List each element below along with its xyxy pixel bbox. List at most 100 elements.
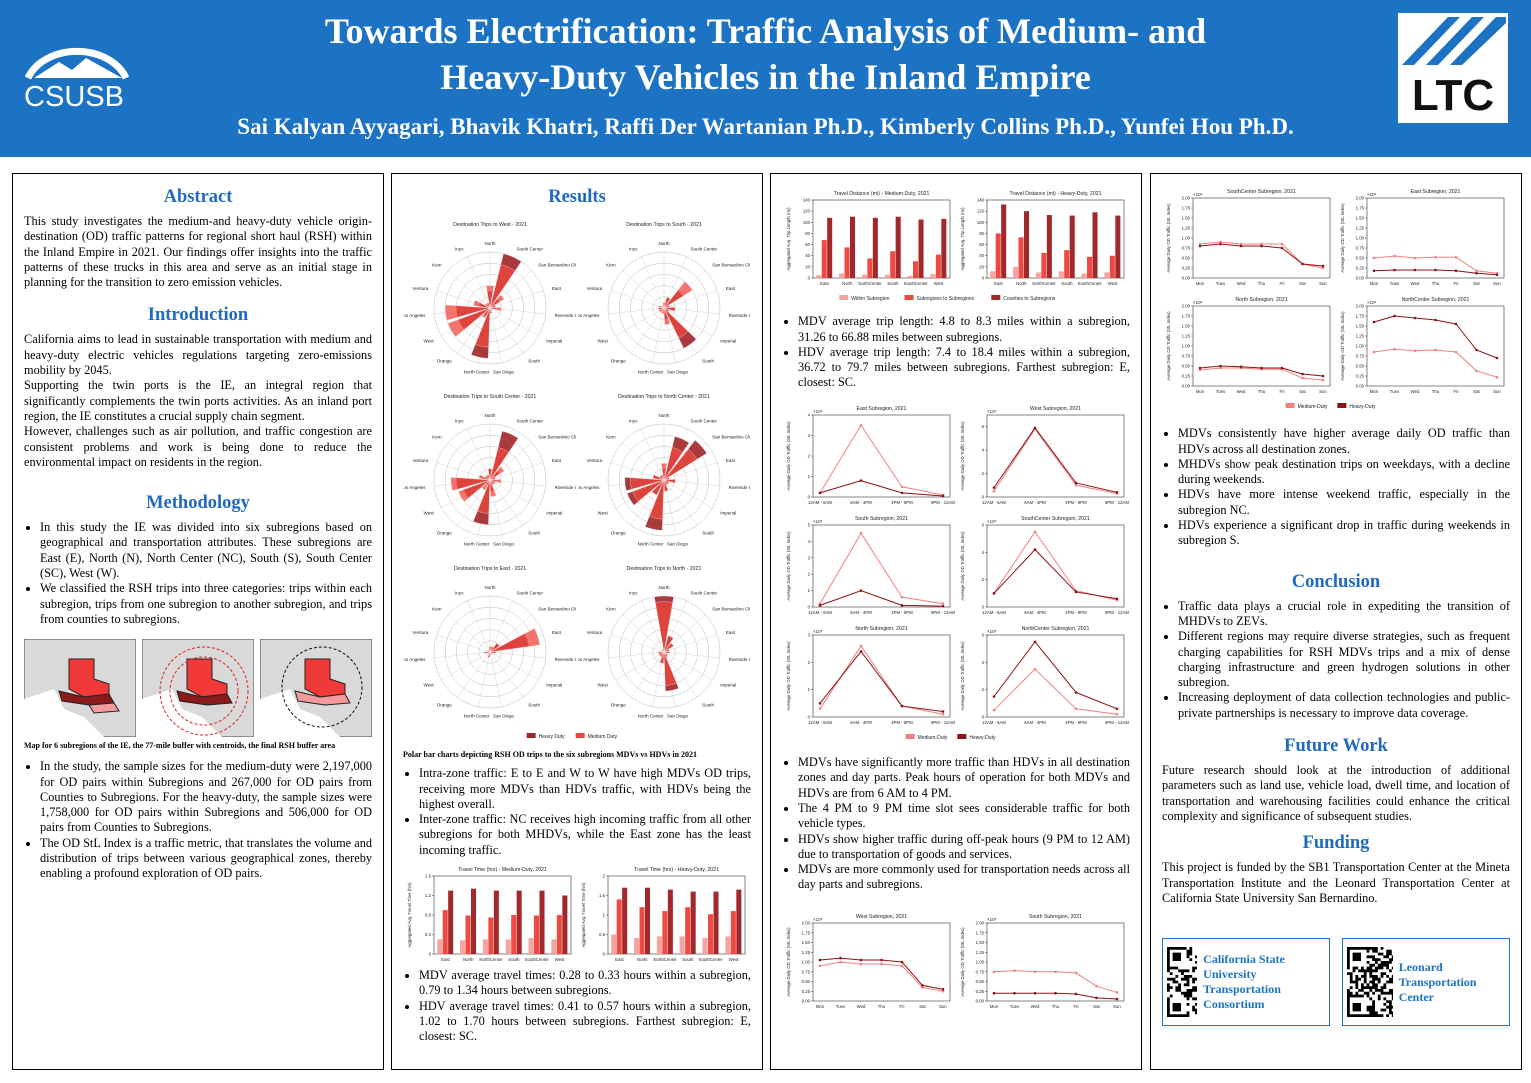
direction-label: West [424,339,435,344]
y-tick-label: 1.50 [1356,216,1365,221]
bar [713,891,719,955]
bar [1115,215,1121,278]
map [24,639,136,738]
y-axis-label: Average Daily OD Traffic (StL Index) [786,641,791,711]
logo-text: LTC [1412,71,1494,120]
spoke [467,428,491,481]
point [818,964,822,967]
ltc-logo: LTC [1398,13,1508,123]
wedge [663,307,689,339]
direction-label: Los Angeles [404,657,426,662]
y-tick-label: 0.00 [1356,276,1365,281]
y-tick-label: 140 [977,198,985,203]
scale-label: ×10⁶ [1193,192,1203,197]
chart-title: Travel Time (hrs) - Heavy-Duty, 2021 [634,867,719,873]
x-tick-label: Fri [1279,389,1284,394]
point [1054,991,1057,995]
bar [679,936,685,955]
spoke [652,307,665,363]
point [1475,271,1478,275]
x-tick-label: 12AM - 6AM [808,500,832,505]
bullet: MDVs consistently have higher average da… [1178,426,1510,457]
legend-label: Within Subregion [851,296,889,302]
y-tick-label: 0.00 [1182,384,1191,389]
direction-label: Los Angeles [404,485,426,490]
bar [913,261,919,278]
wedge [651,479,665,496]
polar-chart: Destination Trips to North - 2021 North So… [578,566,750,719]
point [818,707,822,710]
bullet: HDVs experience a significant drop in tr… [1178,518,1510,549]
legend-label: Counties to Subregions [1003,296,1055,302]
point [992,591,996,595]
x-tick-label: 12AM - 6AM [808,610,832,615]
legend-label: Subregions to Subregions [917,296,975,302]
scale-label: ×10⁶ [1367,300,1377,305]
plot-frame [812,199,951,279]
point [992,708,996,712]
wedge [658,305,665,309]
point [818,701,822,705]
bar [534,915,540,955]
bullet: HDVs have more intense weekend traffic, … [1178,487,1510,518]
point [1115,997,1119,1001]
bar [918,219,924,278]
wedge [488,649,491,653]
x-tick-label: East [615,957,624,962]
x-tick-label: East [994,281,1003,286]
wedge [658,307,665,312]
x-tick-label: Mon [816,1004,825,1009]
y-tick-label: 40 [979,253,984,258]
direction-label: Kern [606,435,616,440]
chart-title: NorthCenter Subregion, 2021 [1402,297,1470,303]
bullet: In the study, the sample sizes for the m… [40,759,372,835]
direction-label: Orange [611,703,627,708]
x-tick-label: Sun [939,1004,947,1009]
point [1495,375,1499,379]
line-chart: South Subregion, 2021 Average Daily OD Tr… [960,914,1125,1009]
bullet: MDV average trip length: 4.8 to 8.3 mile… [798,314,1130,345]
wedge [663,635,674,653]
bullet: The OD StL Index is a traffic metric, th… [40,836,372,882]
title: Towards Electrification: Traffic Analysi… [200,8,1331,100]
y-tick-label: 2 [982,577,985,582]
scale-label: ×10⁶ [987,917,997,922]
x-tick-label: Tues [1216,281,1225,286]
point [1260,242,1263,246]
y-tick-label: 0.4 [425,932,432,937]
x-tick-label: Wed [857,1004,866,1009]
direction-label: San Bernardino Clipped [712,435,750,440]
spoke [434,651,491,659]
spoke [489,651,502,707]
bar [493,890,499,955]
direction-label: Riverside Clipped [555,657,576,662]
point [1033,667,1037,671]
point [1074,971,1078,974]
y-tick-label: 1.50 [1356,324,1365,329]
point [1372,256,1376,260]
y-tick-label: 1.75 [976,930,985,935]
point [1219,366,1222,370]
point [859,589,863,592]
line-chart: East Subregion, 2021 Average Daily OD Tra… [786,406,955,505]
spoke [436,634,491,653]
bullet-list: MDVs have significantly more traffic tha… [782,755,1130,893]
plot-frame [812,634,951,718]
bar [622,887,628,955]
legend-label: Heavy-Duty [1349,404,1376,410]
bar [1087,256,1093,278]
y-tick-label: 0 [982,276,985,281]
bar [872,217,878,278]
direction-label: South Center [690,591,717,596]
y-tick-label: 6 [982,632,985,637]
paragraph: This study investigates the medium-and h… [24,214,372,290]
point [1074,481,1078,485]
point [1321,378,1325,382]
point [859,531,863,535]
point [1454,350,1458,354]
chart-grid: Travel Distance (mi) - Medium-Duty, 2021… [782,186,1130,292]
direction-label: San Diego [667,542,689,547]
point [1033,640,1037,643]
x-tick-label: West [934,281,945,286]
